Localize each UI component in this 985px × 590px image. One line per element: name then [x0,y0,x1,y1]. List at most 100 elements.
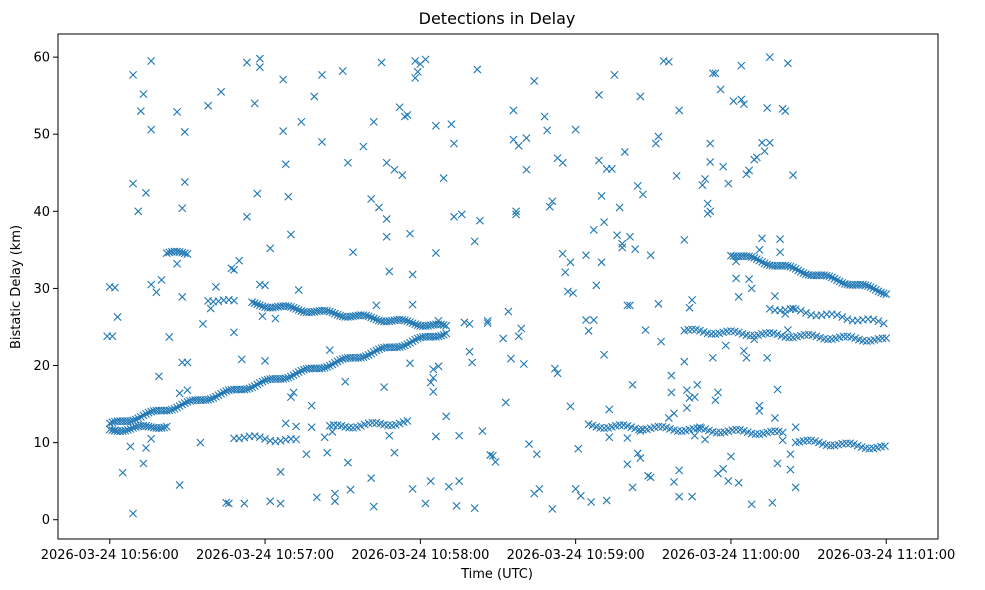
detection-marker [113,312,122,321]
detection-marker [707,329,716,338]
detection-marker [180,399,189,408]
detection-marker [323,362,332,371]
detection-marker [261,356,270,365]
detection-marker [253,300,262,309]
detection-marker [123,425,132,434]
detection-marker [826,441,835,450]
detection-marker [558,158,567,167]
detection-marker [323,448,332,457]
detection-marker [411,335,420,344]
detection-marker [431,121,440,130]
detection-marker [374,203,383,212]
detection-marker [553,369,562,378]
detection-marker [364,350,373,359]
detection-marker [747,252,756,261]
detection-marker [165,333,174,341]
detection-marker [752,153,761,162]
detection-marker [582,251,590,260]
detection-marker [791,483,800,492]
detection-marker [623,434,632,442]
detection-marker [566,402,575,411]
detection-marker [620,147,629,156]
detection-marker [374,345,383,354]
detection-marker [284,373,293,382]
detection-marker [242,58,251,67]
detection-marker [802,308,810,317]
detection-marker [460,318,469,327]
detection-marker [447,120,456,129]
detection-marker [597,191,606,200]
detection-marker [657,337,666,346]
detection-marker [294,368,303,377]
detection-marker [636,454,645,463]
detection-marker [706,157,715,166]
detection-marker [455,477,464,486]
detection-marker [488,451,497,460]
detection-marker [654,132,663,141]
detection-marker [167,405,176,414]
detection-marker [758,258,766,267]
detection-marker [742,170,751,179]
detection-marker [385,431,394,440]
detection-marker [470,237,479,246]
detection-marker [108,332,117,341]
detection-marker [209,394,218,403]
detection-marker [359,353,368,362]
detection-marker [760,147,769,156]
detection-marker [129,70,138,79]
detection-marker [755,401,764,410]
detection-marker [776,248,785,257]
detection-marker [866,283,875,292]
detection-marker [395,103,404,112]
detection-marker [294,285,303,294]
detection-marker [147,56,156,65]
detection-marker [623,301,632,310]
detection-marker [105,419,114,428]
detection-marker [651,139,660,148]
detection-marker [129,509,138,518]
detection-marker [142,188,150,197]
detection-marker [688,492,697,501]
detection-marker [548,504,557,513]
detection-marker [367,313,376,322]
detection-marker [615,421,624,430]
detection-marker [437,320,446,329]
detection-marker [483,316,492,325]
detection-marker [126,442,135,451]
x-tick-label: 2026-03-24 10:59:00 [507,548,645,563]
detection-marker [406,359,414,368]
detection-marker [646,251,655,260]
detection-marker [791,423,800,432]
detection-marker [126,416,135,425]
detection-marker [641,326,650,335]
detection-marker [258,302,267,311]
detection-marker [240,433,249,442]
detection-marker [760,259,769,268]
detection-marker [235,434,244,443]
detection-marker [105,425,114,434]
detection-marker [398,171,407,180]
detection-marker [398,342,407,351]
detection-marker [330,309,339,318]
detection-marker [248,298,257,307]
detection-marker [411,56,420,65]
detection-marker [747,500,756,509]
detection-marker [173,259,182,268]
detection-marker [751,430,760,439]
detection-marker [799,269,808,278]
detection-marker [413,67,422,76]
detection-marker [421,499,430,508]
detection-marker [139,459,148,468]
detection-marker [613,231,622,240]
detection-marker [465,319,474,328]
detection-marker [439,174,448,183]
detection-marker [211,282,220,291]
y-tick-label: 50 [33,128,50,143]
detection-marker [739,100,748,109]
detection-marker [631,245,640,254]
detection-marker [746,331,755,340]
detection-marker [368,418,377,427]
detection-marker [734,292,743,301]
detection-marker [367,195,376,203]
